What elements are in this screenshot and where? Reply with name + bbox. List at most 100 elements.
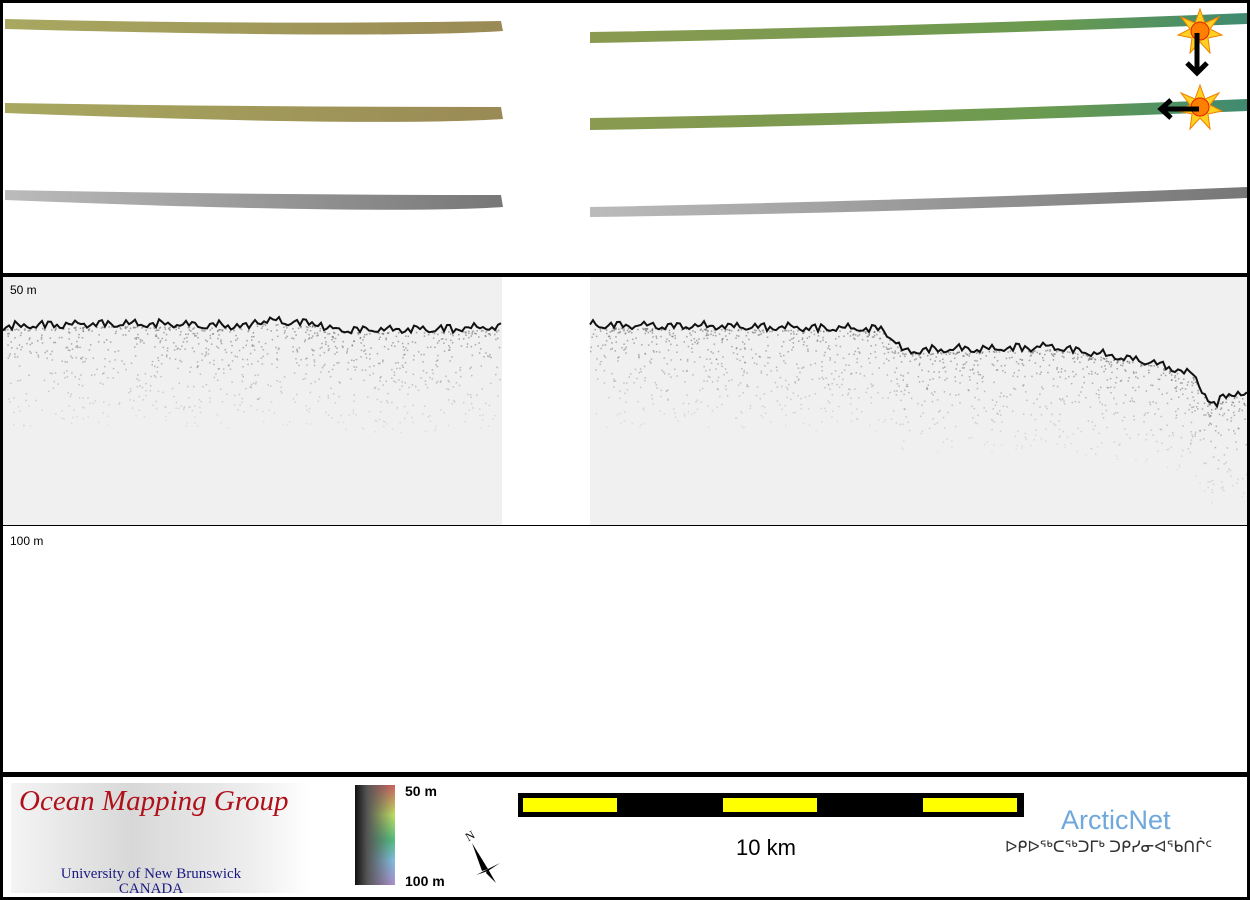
echo-speckle	[269, 410, 271, 412]
echo-speckle	[1208, 414, 1210, 416]
echo-speckle	[890, 348, 892, 350]
echo-speckle	[978, 399, 980, 401]
echo-speckle	[777, 400, 779, 402]
echo-speckle	[169, 358, 171, 360]
echo-speckle	[258, 341, 260, 343]
echo-speckle	[648, 332, 650, 334]
echo-speckle	[1045, 406, 1047, 408]
echo-speckle	[450, 333, 452, 335]
echo-speckle	[740, 382, 742, 384]
echo-speckle	[144, 416, 146, 418]
echo-speckle	[942, 359, 944, 361]
echo-speckle	[1056, 369, 1058, 371]
echo-speckle	[640, 424, 642, 426]
echo-speckle	[177, 368, 179, 370]
echo-speckle	[1155, 402, 1157, 404]
echo-speckle	[1039, 353, 1041, 355]
echo-speckle	[1199, 430, 1201, 432]
echo-speckle	[402, 357, 404, 359]
echo-speckle	[1234, 433, 1236, 435]
echo-speckle	[88, 416, 90, 418]
echo-speckle	[383, 333, 385, 335]
echo-speckle	[934, 391, 936, 393]
echo-speckle	[257, 361, 259, 363]
echo-speckle	[623, 349, 625, 351]
echo-speckle	[430, 346, 432, 348]
echo-speckle	[1166, 392, 1168, 394]
lower-panel: 100 m	[3, 526, 1247, 772]
echo-speckle	[763, 332, 765, 334]
echo-speckle	[1057, 386, 1059, 388]
echo-speckle	[1203, 463, 1205, 465]
echo-speckle	[463, 402, 465, 404]
echo-speckle	[80, 374, 82, 376]
echo-speckle	[996, 351, 998, 353]
echo-speckle	[1092, 421, 1094, 423]
swath-strip-1-left	[5, 19, 503, 35]
echo-speckle	[226, 394, 228, 396]
echo-speckle	[892, 351, 894, 353]
echo-speckle	[429, 377, 431, 379]
echo-speckle	[1082, 368, 1084, 370]
echo-speckle	[316, 335, 318, 337]
echo-speckle	[1050, 349, 1052, 351]
echo-speckle	[380, 411, 382, 413]
echo-speckle	[185, 334, 187, 336]
echo-speckle	[1176, 391, 1178, 393]
echo-speckle	[1022, 359, 1024, 361]
echo-speckle	[980, 358, 982, 360]
echo-speckle	[459, 385, 461, 387]
echo-speckle	[1226, 462, 1228, 464]
echo-speckle	[412, 341, 414, 343]
echo-speckle	[839, 387, 841, 389]
echo-speckle	[600, 348, 602, 350]
echo-speckle	[984, 444, 986, 446]
echo-speckle	[157, 371, 159, 373]
echo-speckle	[412, 422, 414, 424]
echo-speckle	[292, 328, 294, 330]
echo-speckle	[921, 404, 923, 406]
echo-speckle	[294, 401, 296, 403]
echo-speckle	[396, 368, 398, 370]
echo-speckle	[1098, 397, 1100, 399]
echo-speckle	[708, 334, 710, 336]
echo-speckle	[650, 362, 652, 364]
echo-speckle	[1017, 376, 1019, 378]
echo-speckle	[1167, 403, 1169, 405]
echo-speckle	[993, 365, 995, 367]
echo-speckle	[242, 381, 244, 383]
echo-speckle	[1025, 437, 1027, 439]
echo-speckle	[152, 361, 154, 363]
echo-speckle	[1039, 406, 1041, 408]
echo-speckle	[697, 342, 699, 344]
echo-speckle	[444, 350, 446, 352]
echo-speckle	[213, 364, 215, 366]
echo-speckle	[452, 342, 454, 344]
echo-speckle	[261, 358, 263, 360]
echo-speckle	[75, 376, 77, 378]
echo-speckle	[345, 429, 347, 431]
echo-speckle	[1041, 414, 1043, 416]
echo-speckle	[338, 396, 340, 398]
echo-speckle	[653, 403, 655, 405]
echo-speckle	[883, 363, 885, 365]
echo-speckle	[1088, 373, 1090, 375]
echo-speckle	[1205, 414, 1207, 416]
echo-speckle	[432, 378, 434, 380]
echo-speckle	[776, 367, 778, 369]
echo-speckle	[1022, 363, 1024, 365]
echo-speckle	[871, 386, 873, 388]
echo-speckle	[977, 388, 979, 390]
echo-speckle	[718, 351, 720, 353]
echo-speckle	[755, 330, 757, 332]
echo-speckle	[445, 339, 447, 341]
echo-speckle	[471, 333, 473, 335]
echo-speckle	[661, 330, 663, 332]
echo-speckle	[65, 361, 67, 363]
echo-speckle	[53, 387, 55, 389]
echo-speckle	[379, 339, 381, 341]
echo-speckle	[1224, 413, 1226, 415]
echo-speckle	[1032, 352, 1034, 354]
echo-speckle	[199, 399, 201, 401]
echo-speckle	[711, 362, 713, 364]
